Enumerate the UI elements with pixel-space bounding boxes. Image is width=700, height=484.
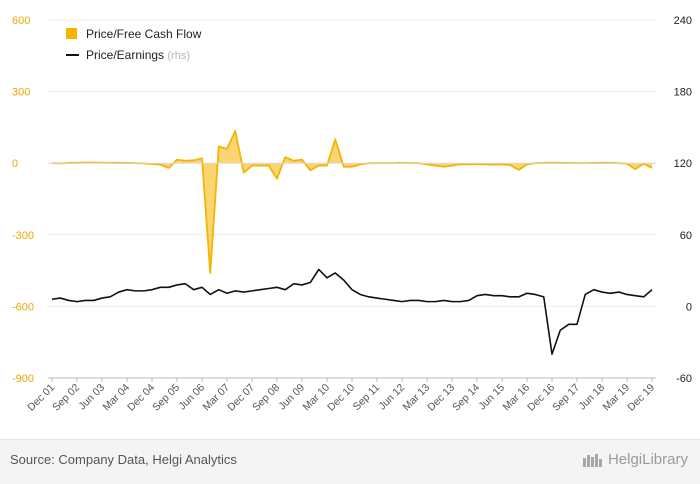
left-tick-label: -900	[12, 373, 34, 385]
series-line-price-earnings	[51, 268, 653, 355]
left-tick-label: 0	[12, 158, 18, 170]
left-tick-label: -300	[12, 230, 34, 242]
x-tick-label: Sep 17	[550, 382, 582, 414]
series-layer	[48, 130, 656, 355]
axes	[48, 377, 656, 382]
right-tick-label: 60	[680, 230, 692, 242]
right-tick-label: 120	[674, 158, 692, 170]
right-tick-label: 180	[674, 87, 692, 99]
brand-logo[interactable]: HelgiLibrary	[582, 451, 688, 468]
legend-swatch-price-fcf	[66, 28, 77, 39]
legend-swatch-price-earnings	[66, 54, 79, 56]
x-tick-label: Sep 05	[150, 382, 182, 414]
x-tick-label: Dec 19	[625, 382, 657, 414]
legend: Price/Free Cash Flow Price/Earnings (rhs…	[66, 27, 202, 62]
legend-label-price-earnings: Price/Earnings (rhs)	[86, 48, 190, 62]
right-axis-ticks: 240 180 120 60 0 -60	[674, 15, 692, 385]
x-tick-label: Sep 02	[50, 382, 82, 414]
left-axis-ticks: 600 300 0 -300 -600 -900	[12, 15, 34, 385]
legend-axis-note: (rhs)	[167, 50, 190, 62]
left-tick-label: 300	[12, 87, 30, 99]
library-icon	[582, 453, 602, 467]
brand-name: HelgiLibrary	[607, 451, 688, 468]
x-tick-label: Sep 11	[351, 382, 383, 414]
source-note: Source: Company Data, Helgi Analytics	[10, 452, 237, 467]
footer: Source: Company Data, Helgi Analytics He…	[0, 439, 700, 484]
series-area-price-fcf	[52, 130, 652, 273]
right-tick-label: -60	[676, 373, 692, 385]
left-tick-label: 600	[12, 15, 30, 27]
gridlines	[48, 19, 656, 379]
x-tick-label: Dec 10	[325, 382, 357, 414]
right-tick-label: 0	[686, 301, 692, 313]
legend-label-price-fcf: Price/Free Cash Flow	[86, 27, 202, 41]
right-tick-label: 240	[674, 15, 692, 27]
x-tick-label: Sep 14	[450, 382, 482, 414]
x-tick-label: Sep 08	[250, 382, 282, 414]
left-tick-label: -600	[12, 301, 34, 313]
series-line-price-fcf	[51, 130, 653, 274]
